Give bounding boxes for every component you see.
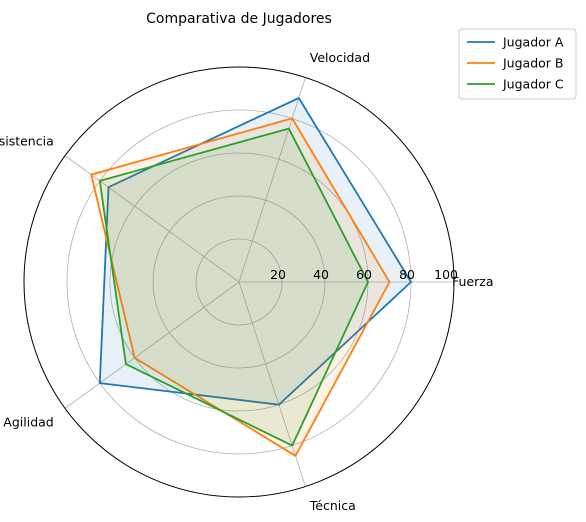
- series-1: [98, 97, 412, 406]
- circular-gridline: [195, 238, 283, 326]
- axis-label: Agilidad: [3, 415, 53, 430]
- radial-gridline: [238, 77, 306, 283]
- legend: Jugador A Jugador B Jugador C: [458, 28, 577, 100]
- legend-frame: [458, 28, 577, 100]
- radial-gridline: [64, 155, 240, 283]
- legend-item: Jugador A: [467, 35, 564, 50]
- legend-label: Jugador C: [502, 77, 564, 92]
- radial-gridline: [238, 281, 306, 487]
- radial-gridline: [64, 281, 240, 409]
- radial-tick-label: 40: [313, 267, 329, 282]
- radial-tick-label: 60: [356, 267, 372, 282]
- series-line: [98, 97, 412, 406]
- legend-label: Jugador B: [502, 56, 563, 71]
- axis-label: Fuerza: [452, 274, 493, 289]
- radial-tick-label: 80: [399, 267, 415, 282]
- chart-title: Comparativa de Jugadores: [146, 11, 332, 27]
- legend-label: Jugador A: [502, 35, 564, 50]
- series-2: [90, 117, 391, 457]
- radial-ticks: 20 40 60 80 100: [270, 267, 458, 282]
- series-fill: [91, 118, 390, 456]
- series-fill: [99, 128, 369, 446]
- circular-gridline: [152, 195, 326, 369]
- series-layer: [90, 97, 412, 457]
- series-line: [90, 117, 391, 457]
- radial-tick-label: 20: [270, 267, 286, 282]
- axis-labels: Fuerza Velocidad Resistencia Agilidad Técnic…: [0, 50, 493, 513]
- axis-label: Técnica: [309, 498, 356, 513]
- radar-grid: [23, 66, 455, 498]
- axis-label: Velocidad: [310, 50, 370, 65]
- series-fill: [99, 98, 412, 405]
- radial-tick-label: 100: [434, 267, 458, 282]
- series-line: [98, 127, 369, 447]
- series-3: [98, 127, 369, 447]
- legend-item: Jugador C: [467, 77, 564, 92]
- axis-label: Resistencia: [0, 133, 54, 148]
- outer-circle: [23, 66, 455, 498]
- legend-item: Jugador B: [467, 56, 563, 71]
